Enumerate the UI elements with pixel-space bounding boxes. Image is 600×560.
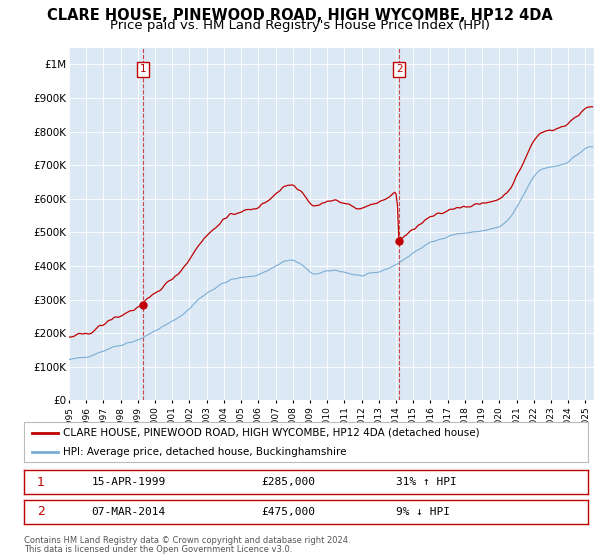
Text: This data is licensed under the Open Government Licence v3.0.: This data is licensed under the Open Gov… [24, 545, 292, 554]
Text: HPI: Average price, detached house, Buckinghamshire: HPI: Average price, detached house, Buck… [64, 447, 347, 457]
Text: 07-MAR-2014: 07-MAR-2014 [92, 507, 166, 517]
Text: 1: 1 [37, 475, 45, 489]
Text: £285,000: £285,000 [261, 477, 315, 487]
Text: Contains HM Land Registry data © Crown copyright and database right 2024.: Contains HM Land Registry data © Crown c… [24, 536, 350, 545]
Text: 15-APR-1999: 15-APR-1999 [92, 477, 166, 487]
Text: £475,000: £475,000 [261, 507, 315, 517]
Text: 9% ↓ HPI: 9% ↓ HPI [396, 507, 450, 517]
Text: 31% ↑ HPI: 31% ↑ HPI [396, 477, 457, 487]
Text: CLARE HOUSE, PINEWOOD ROAD, HIGH WYCOMBE, HP12 4DA: CLARE HOUSE, PINEWOOD ROAD, HIGH WYCOMBE… [47, 8, 553, 24]
Text: 2: 2 [396, 64, 403, 74]
Text: CLARE HOUSE, PINEWOOD ROAD, HIGH WYCOMBE, HP12 4DA (detached house): CLARE HOUSE, PINEWOOD ROAD, HIGH WYCOMBE… [64, 428, 480, 438]
Text: 2: 2 [37, 505, 45, 519]
Text: Price paid vs. HM Land Registry's House Price Index (HPI): Price paid vs. HM Land Registry's House … [110, 19, 490, 32]
Text: 1: 1 [140, 64, 146, 74]
